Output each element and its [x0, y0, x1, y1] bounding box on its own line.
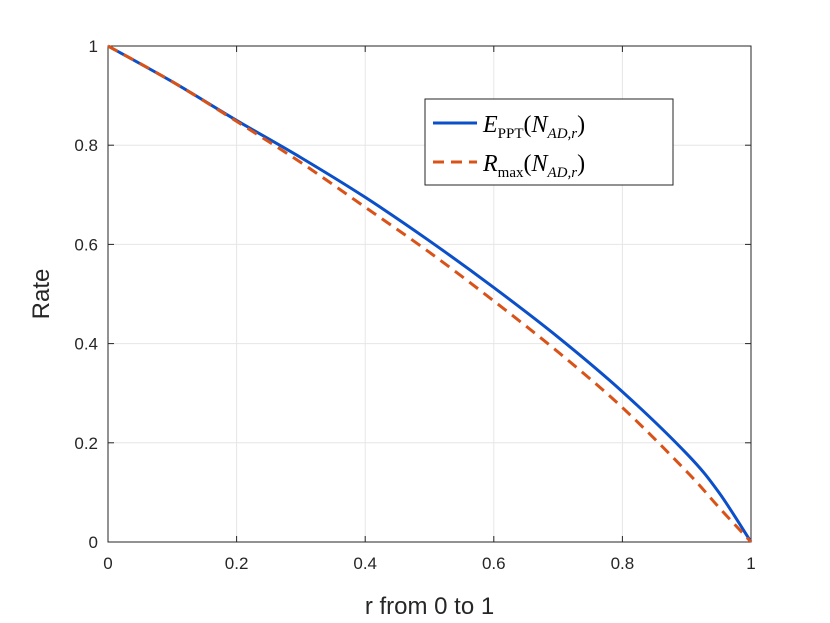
legend: EPPT(NAD,r)Rmax(NAD,r) — [424, 98, 674, 186]
legend-part: ) — [577, 112, 585, 138]
legend-label-0: EPPT(NAD,r) — [482, 112, 585, 142]
y-tick-label: 0.2 — [74, 434, 98, 453]
legend-part: N — [531, 112, 550, 138]
x-tick-label: 0.2 — [225, 554, 249, 573]
legend-part: AD,r — [547, 165, 578, 181]
y-tick-label: 0.4 — [74, 335, 98, 354]
y-axis-title: Rate — [28, 269, 55, 320]
y-tick-label: 0.6 — [74, 235, 98, 254]
legend-part: N — [531, 151, 550, 177]
x-tick-label: 0.6 — [482, 554, 506, 573]
legend-part: ( — [524, 151, 532, 177]
tick-labels: 0 0.2 0.4 0.6 0.8 1 0 0.2 0.4 0.6 0.8 1 — [74, 37, 755, 573]
x-axis-title: r from 0 to 1 — [365, 593, 494, 620]
legend-part: ( — [524, 112, 532, 138]
series-line-1 — [107, 44, 753, 544]
legend-label-1: Rmax(NAD,r) — [482, 151, 585, 181]
series-line-0 — [107, 44, 753, 543]
x-tick-label: 1 — [746, 554, 755, 573]
legend-part: max — [498, 165, 524, 181]
x-tick-label: 0.4 — [353, 554, 377, 573]
series-lines — [107, 44, 753, 544]
legend-part: AD,r — [547, 126, 578, 142]
ticks — [107, 45, 752, 543]
x-tick-label: 0 — [103, 554, 112, 573]
legend-part: PPT — [498, 126, 524, 142]
legend-box — [424, 98, 674, 186]
x-tick-label: 0.8 — [611, 554, 635, 573]
legend-entries: EPPT(NAD,r)Rmax(NAD,r) — [433, 112, 585, 181]
y-tick-label: 0 — [89, 533, 98, 552]
y-tick-label: 0.8 — [74, 136, 98, 155]
axes-box — [107, 45, 752, 543]
y-tick-label: 1 — [89, 37, 98, 56]
legend-part: ) — [577, 151, 585, 177]
legend-part: E — [482, 112, 498, 138]
legend-part: R — [482, 151, 498, 177]
